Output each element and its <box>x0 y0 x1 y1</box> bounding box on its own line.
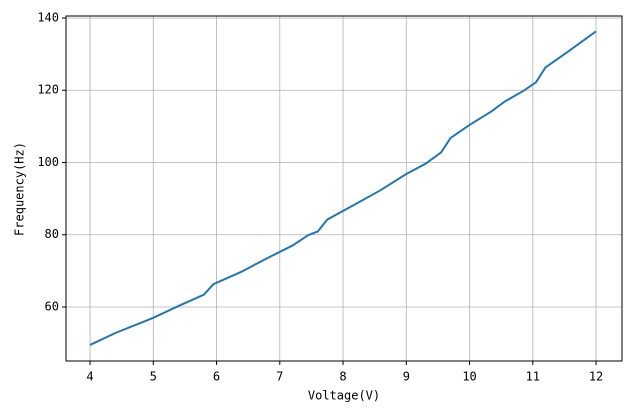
x-axis-label: Voltage(V) <box>308 389 380 403</box>
x-tick-label: 12 <box>589 370 603 384</box>
y-tick-label: 60 <box>45 299 59 313</box>
x-tick-label: 7 <box>276 370 283 384</box>
x-tick-label: 6 <box>213 370 220 384</box>
x-tick-label: 5 <box>150 370 157 384</box>
y-tick-label: 80 <box>45 227 59 241</box>
y-tick-label: 100 <box>37 155 59 169</box>
x-tick-label: 4 <box>86 370 93 384</box>
y-axis-label: Frequency(Hz) <box>13 142 27 236</box>
x-tick-label: 8 <box>339 370 346 384</box>
x-tick-label: 11 <box>526 370 540 384</box>
y-tick-label: 120 <box>37 83 59 97</box>
plot-frame <box>65 15 623 362</box>
data-line <box>89 30 597 346</box>
y-tick-label: 140 <box>37 10 59 24</box>
x-tick-label: 10 <box>462 370 476 384</box>
x-tick-label: 9 <box>403 370 410 384</box>
